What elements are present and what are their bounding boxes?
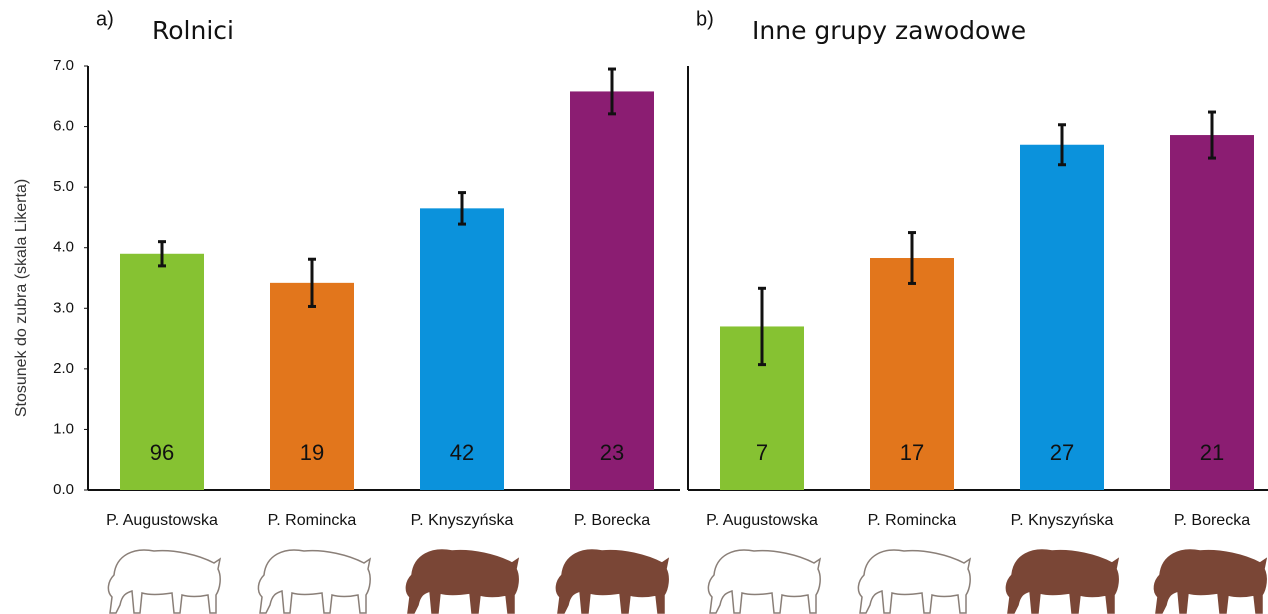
x-tick-label: P. Borecka: [1174, 512, 1250, 529]
bison-icon: [707, 549, 821, 614]
bison-icon: [1153, 549, 1267, 614]
x-tick-label: P. Augustowska: [706, 512, 818, 529]
sample-count: 23: [600, 440, 624, 465]
x-tick-label: P. Augustowska: [106, 512, 218, 529]
bar: [870, 258, 954, 490]
panel-label: a): [96, 8, 114, 30]
y-tick-label: 5.0: [53, 178, 74, 195]
y-tick-label: 7.0: [53, 57, 74, 74]
bison-icon: [857, 549, 971, 614]
bar: [1020, 144, 1104, 490]
bar: [570, 91, 654, 490]
sample-count: 19: [300, 440, 324, 465]
sample-count: 96: [150, 440, 174, 465]
bar: [420, 208, 504, 491]
sample-count: 17: [900, 440, 924, 465]
y-axis-label: Stosunek do zubra (skala Likerta): [13, 179, 30, 417]
sample-count: 7: [756, 440, 768, 465]
sample-count: 42: [450, 440, 474, 465]
bar: [270, 282, 354, 490]
bar: [120, 253, 204, 490]
y-tick-label: 2.0: [53, 360, 74, 377]
panel-title: Rolnici: [152, 16, 234, 45]
x-tick-label: P. Romincka: [868, 512, 957, 529]
panel-title: Inne grupy zawodowe: [752, 16, 1026, 45]
x-tick-label: P. Knyszyńska: [1011, 512, 1114, 529]
sample-count: 21: [1200, 440, 1224, 465]
x-tick-label: P. Knyszyńska: [411, 512, 514, 529]
bison-icons: [107, 549, 1267, 614]
bison-icon: [107, 549, 221, 614]
x-tick-label: P. Romincka: [268, 512, 357, 529]
bison-icon: [1005, 549, 1119, 614]
y-tick-label: 4.0: [53, 239, 74, 256]
bison-icon: [405, 549, 519, 614]
sample-count: 27: [1050, 440, 1074, 465]
x-tick-label: P. Borecka: [574, 512, 650, 529]
bison-icon: [555, 549, 669, 614]
y-tick-label: 3.0: [53, 299, 74, 316]
bison-icon: [257, 549, 371, 614]
bar: [1170, 135, 1254, 490]
y-tick-label: 0.0: [53, 481, 74, 498]
panel-label: b): [696, 8, 714, 30]
y-tick-label: 6.0: [53, 118, 74, 135]
y-tick-label: 1.0: [53, 420, 74, 437]
